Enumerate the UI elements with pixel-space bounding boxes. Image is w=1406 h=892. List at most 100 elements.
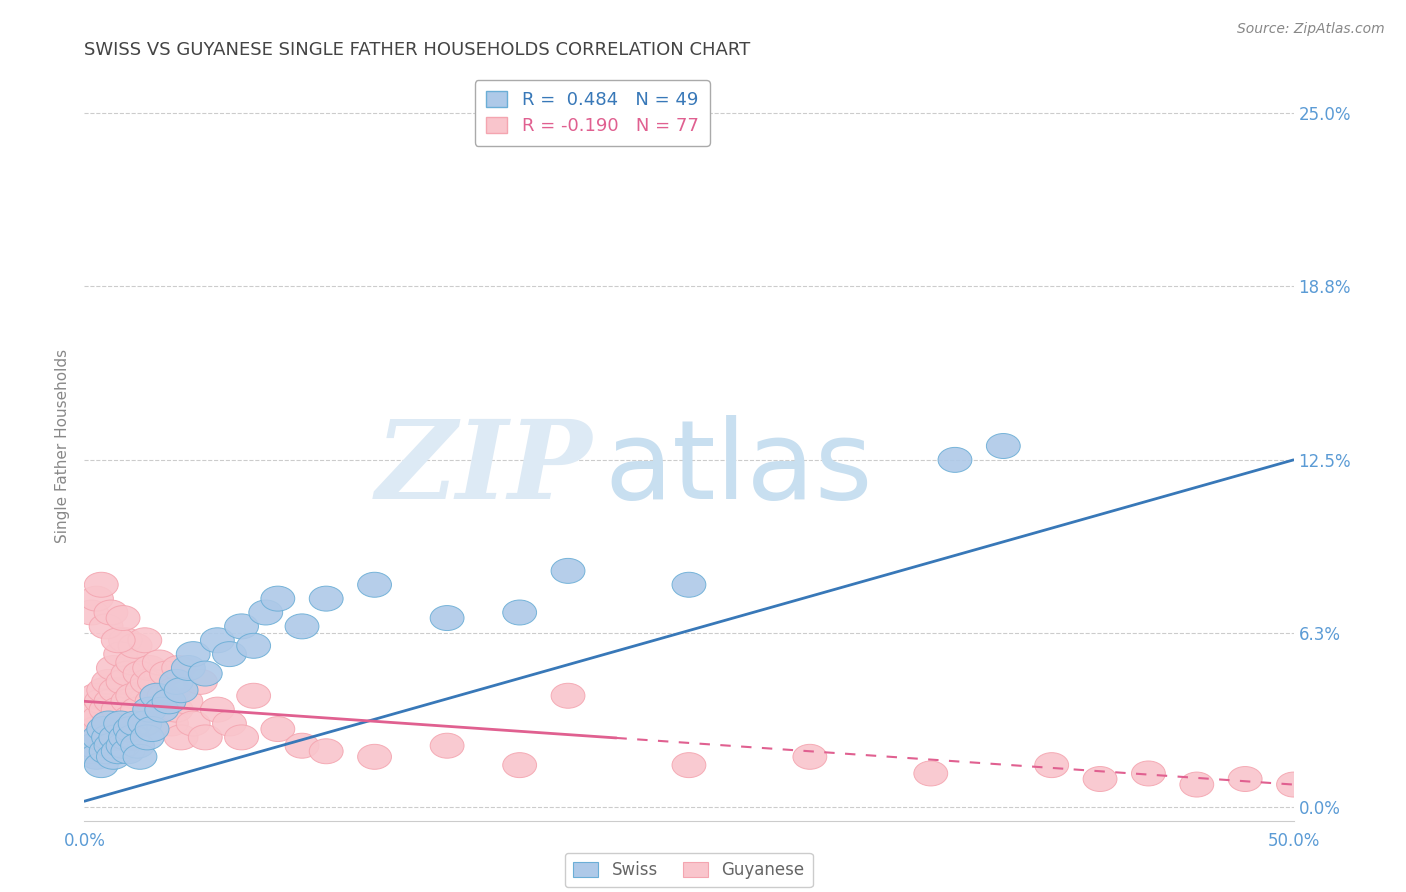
Legend: Swiss, Guyanese: Swiss, Guyanese [565, 853, 813, 888]
Ellipse shape [87, 678, 121, 703]
Ellipse shape [145, 698, 179, 723]
Ellipse shape [145, 698, 179, 723]
Ellipse shape [201, 698, 235, 723]
Ellipse shape [262, 586, 295, 611]
Ellipse shape [672, 753, 706, 778]
Ellipse shape [91, 711, 125, 736]
Ellipse shape [97, 656, 131, 681]
Ellipse shape [108, 725, 142, 750]
Ellipse shape [118, 633, 152, 658]
Ellipse shape [225, 725, 259, 750]
Ellipse shape [115, 650, 149, 675]
Ellipse shape [225, 614, 259, 639]
Ellipse shape [149, 661, 184, 686]
Ellipse shape [201, 628, 235, 653]
Ellipse shape [80, 744, 114, 769]
Ellipse shape [89, 698, 124, 723]
Text: Source: ZipAtlas.com: Source: ZipAtlas.com [1237, 22, 1385, 37]
Ellipse shape [104, 716, 138, 741]
Ellipse shape [165, 678, 198, 703]
Ellipse shape [94, 600, 128, 625]
Ellipse shape [104, 711, 138, 736]
Ellipse shape [309, 739, 343, 764]
Ellipse shape [75, 600, 108, 625]
Ellipse shape [131, 669, 165, 694]
Ellipse shape [551, 683, 585, 708]
Ellipse shape [105, 669, 141, 694]
Ellipse shape [148, 683, 181, 708]
Ellipse shape [98, 725, 132, 750]
Ellipse shape [114, 706, 148, 731]
Ellipse shape [1277, 772, 1310, 797]
Ellipse shape [987, 434, 1021, 458]
Ellipse shape [169, 689, 202, 714]
Ellipse shape [105, 606, 141, 631]
Ellipse shape [104, 641, 138, 666]
Ellipse shape [157, 678, 191, 703]
Ellipse shape [98, 678, 132, 703]
Ellipse shape [162, 656, 195, 681]
Ellipse shape [101, 739, 135, 764]
Ellipse shape [357, 744, 391, 769]
Ellipse shape [128, 628, 162, 653]
Ellipse shape [551, 558, 585, 583]
Ellipse shape [176, 641, 209, 666]
Ellipse shape [82, 725, 115, 750]
Ellipse shape [84, 573, 118, 598]
Ellipse shape [357, 573, 391, 598]
Ellipse shape [914, 761, 948, 786]
Text: atlas: atlas [605, 415, 873, 522]
Ellipse shape [430, 733, 464, 758]
Ellipse shape [75, 739, 108, 764]
Ellipse shape [101, 698, 135, 723]
Ellipse shape [188, 661, 222, 686]
Ellipse shape [132, 698, 166, 723]
Ellipse shape [184, 669, 218, 694]
Ellipse shape [84, 689, 118, 714]
Ellipse shape [172, 656, 205, 681]
Ellipse shape [672, 573, 706, 598]
Ellipse shape [236, 683, 270, 708]
Y-axis label: Single Father Households: Single Father Households [55, 349, 70, 543]
Ellipse shape [212, 641, 246, 666]
Ellipse shape [142, 650, 176, 675]
Ellipse shape [115, 725, 149, 750]
Ellipse shape [121, 698, 155, 723]
Ellipse shape [87, 716, 121, 741]
Ellipse shape [91, 669, 125, 694]
Ellipse shape [72, 711, 105, 736]
Ellipse shape [132, 656, 166, 681]
Ellipse shape [503, 753, 537, 778]
Ellipse shape [1132, 761, 1166, 786]
Ellipse shape [159, 669, 193, 694]
Ellipse shape [141, 683, 174, 708]
Ellipse shape [793, 744, 827, 769]
Ellipse shape [80, 586, 114, 611]
Ellipse shape [77, 733, 111, 758]
Text: SWISS VS GUYANESE SINGLE FATHER HOUSEHOLDS CORRELATION CHART: SWISS VS GUYANESE SINGLE FATHER HOUSEHOL… [84, 41, 751, 59]
Ellipse shape [1229, 766, 1263, 791]
Ellipse shape [138, 669, 172, 694]
Ellipse shape [108, 628, 142, 653]
Ellipse shape [91, 725, 125, 750]
Ellipse shape [938, 448, 972, 473]
Ellipse shape [135, 689, 169, 714]
Ellipse shape [176, 711, 209, 736]
Ellipse shape [80, 716, 114, 741]
Ellipse shape [135, 716, 169, 741]
Ellipse shape [115, 683, 149, 708]
Ellipse shape [84, 753, 118, 778]
Ellipse shape [111, 661, 145, 686]
Ellipse shape [159, 698, 193, 723]
Ellipse shape [111, 739, 145, 764]
Ellipse shape [131, 725, 165, 750]
Ellipse shape [125, 678, 159, 703]
Ellipse shape [118, 711, 152, 736]
Ellipse shape [503, 600, 537, 625]
Ellipse shape [236, 633, 270, 658]
Ellipse shape [82, 706, 115, 731]
Ellipse shape [285, 614, 319, 639]
Ellipse shape [309, 586, 343, 611]
Ellipse shape [124, 661, 157, 686]
Ellipse shape [89, 739, 124, 764]
